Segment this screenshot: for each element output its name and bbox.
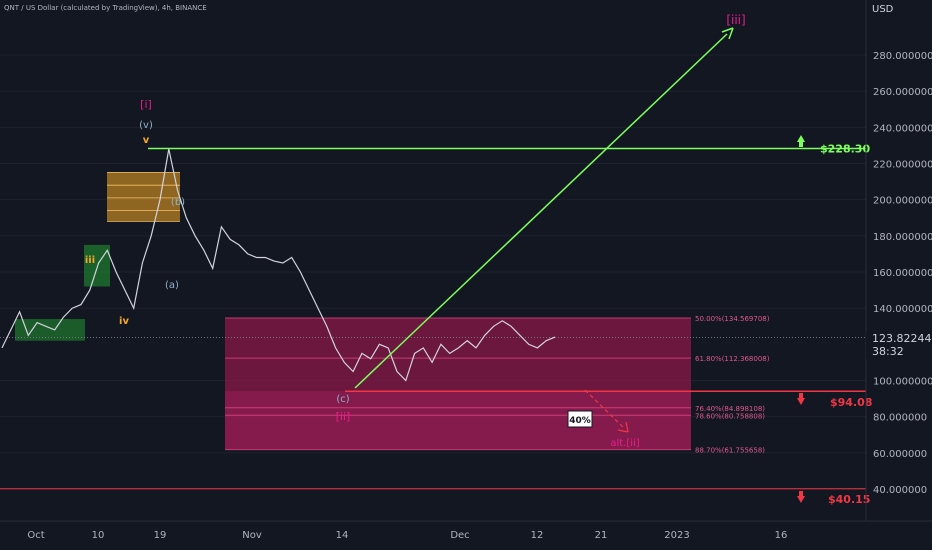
floor-arrow-down-icon [797, 491, 805, 503]
chart-title: QNT / US Dollar (calculated by TradingVi… [4, 4, 207, 12]
price-tick-2: 240.000000 [873, 123, 932, 134]
wave-label-c: (c) [336, 394, 349, 405]
time-tick-3: Nov [242, 530, 262, 541]
probability-box [567, 410, 593, 428]
time-tick-7: 21 [595, 530, 608, 541]
target-arrow-up-icon [797, 135, 805, 147]
price-tick-3: 220.000000 [873, 160, 932, 171]
time-tick-6: 12 [531, 530, 544, 541]
fib-50-label: 50.00%(134.569708) [695, 315, 770, 323]
price-tick-8: 100.000000 [873, 377, 932, 388]
countdown-timer: 38:32 [872, 345, 904, 358]
price-tick-7: 140.000000 [873, 304, 932, 315]
price-tick-9: 80.000000 [873, 413, 927, 424]
wave-label-a: (a) [165, 280, 179, 291]
fib-786-label: 78.60%(80.758808) [695, 412, 765, 420]
price-tick-6: 160.000000 [873, 268, 932, 279]
wave-label-alt-ii: alt.[ii] [610, 438, 639, 449]
current-price-value: 123.822445 [872, 332, 932, 345]
wave-label-iii-small: iii [85, 255, 95, 266]
wave-label-iii: [iii] [726, 13, 745, 27]
current-price-badge: 123.822445 38:32 [866, 331, 932, 359]
price-tick-4: 200.000000 [873, 196, 932, 207]
time-tick-4: 14 [336, 530, 349, 541]
time-tick-1: 10 [92, 530, 105, 541]
green-zone-1 [15, 319, 85, 341]
price-tick-10: 60.000000 [873, 449, 927, 460]
time-tick-2: 19 [154, 530, 167, 541]
floor-label: $40.15 [828, 493, 870, 506]
target-label: $228.30 [820, 142, 870, 155]
support-arrow-down-icon [797, 393, 805, 405]
wave-label-b: (b) [171, 197, 185, 208]
price-tick-0: 280.000000 [873, 51, 932, 62]
probability-label: 40% [569, 416, 591, 426]
wave-label-ii: [ii] [336, 410, 351, 423]
fib-887-label: 88.70%(61.755658) [695, 447, 765, 455]
alt-arrow [584, 389, 625, 429]
price-tick-11: 40.000000 [873, 485, 927, 496]
time-tick-8: 2023 [664, 530, 689, 541]
currency-label: USD [872, 4, 894, 15]
wave-label-iv: iv [119, 316, 129, 327]
wave-label-i: [i] [140, 98, 152, 111]
price-tick-5: 180.000000 [873, 232, 932, 243]
fib-618-label: 61.80%(112.368008) [695, 355, 770, 363]
fib-zone-lower [225, 391, 691, 450]
price-tick-1: 260.000000 [873, 87, 932, 98]
wave-label-v-sub: (v) [139, 120, 153, 131]
support-label: $94.08 [830, 396, 872, 409]
time-tick-5: Dec [450, 530, 469, 541]
fib-764-label: 76.40%(84.898108) [695, 405, 765, 413]
projection-arrow [354, 33, 728, 389]
time-tick-0: Oct [27, 530, 44, 541]
projection-arrowhead [721, 27, 734, 40]
orange-zone [107, 172, 180, 222]
alt-arrowhead [617, 421, 629, 433]
wave-label-v: v [143, 135, 150, 146]
time-tick-9: 16 [775, 530, 788, 541]
price-series-line [1, 148, 556, 382]
